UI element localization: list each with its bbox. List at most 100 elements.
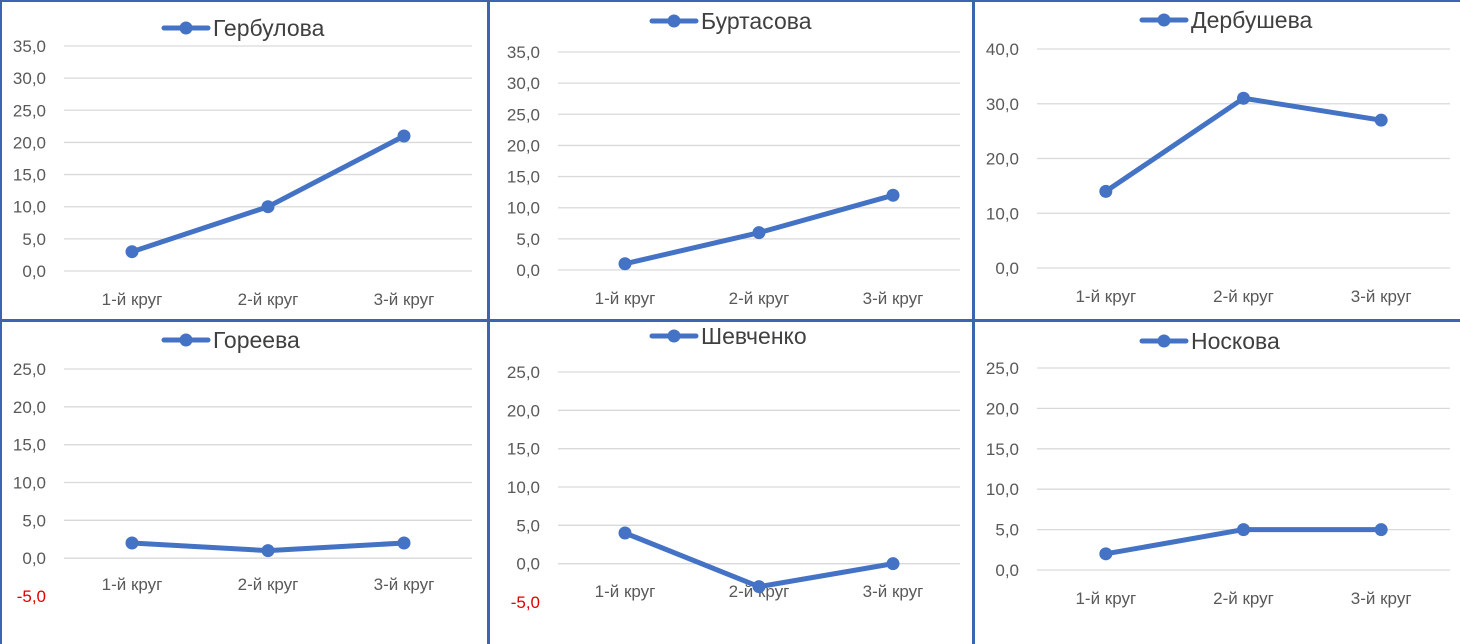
x-tick-label: 1-й круг <box>595 582 656 601</box>
data-point <box>397 536 411 550</box>
y-tick-label: 25,0 <box>507 363 540 382</box>
data-point <box>261 544 275 558</box>
y-tick-label: 30,0 <box>507 74 540 93</box>
frame-top <box>0 0 1460 2</box>
y-tick-label: 35,0 <box>507 43 540 62</box>
y-tick-label: 5,0 <box>995 521 1019 540</box>
line-chart: 0,0 5,0 10,0 15,0 20,0 25,0 1-й круг 2-й круг 3-… <box>986 328 1450 608</box>
x-tick-label: 3-й круг <box>374 290 435 309</box>
y-tick-label: 5,0 <box>516 516 540 535</box>
data-point <box>1237 523 1250 537</box>
data-point <box>1099 184 1113 198</box>
data-point <box>125 536 139 550</box>
y-tick-label: 20,0 <box>507 136 540 155</box>
legend-marker <box>1157 334 1171 348</box>
x-tick-label: 1-й круг <box>1075 589 1136 608</box>
y-tick-label: 5,0 <box>516 230 540 249</box>
data-point <box>1374 523 1388 537</box>
legend-marker <box>667 329 681 343</box>
chart-panel: -5,0 0,0 5,0 10,0 15,0 20,0 25,0 1-й круг 2-й кр… <box>2 322 487 644</box>
y-tick-label: 5,0 <box>22 230 46 249</box>
legend-label: Гербулова <box>213 15 325 41</box>
legend-marker <box>1157 13 1171 27</box>
chart-panel: -5,0 0,0 5,0 10,0 15,0 20,0 25,0 1-й круг 2-й кр… <box>490 322 972 644</box>
y-tick-label: 0,0 <box>516 555 540 574</box>
y-tick-label: 5,0 <box>22 511 46 530</box>
legend-marker <box>179 21 193 35</box>
x-tick-label: 3-й круг <box>1351 589 1412 608</box>
line-chart: 0,0 5,0 10,0 15,0 20,0 25,0 30,0 35,0 1-й круг 2-… <box>507 8 960 308</box>
x-tick-label: 3-й круг <box>374 575 435 594</box>
y-tick-label: 0,0 <box>995 259 1019 278</box>
y-tick-label: 10,0 <box>13 198 46 217</box>
x-tick-label: 3-й круг <box>1351 287 1412 306</box>
legend-label: Дербушева <box>1191 7 1313 33</box>
y-tick-label: 20,0 <box>507 401 540 420</box>
data-point <box>886 557 900 571</box>
series-line <box>622 530 896 590</box>
data-point <box>1374 113 1388 127</box>
x-tick-label: 2-й круг <box>238 575 299 594</box>
y-tick-label: 30,0 <box>13 69 46 88</box>
x-tick-label: 1-й круг <box>102 290 163 309</box>
line-chart: 0,0 5,0 10,0 15,0 20,0 25,0 30,0 35,0 1-й круг 2-… <box>13 15 472 309</box>
divider-vertical-2 <box>972 0 975 644</box>
x-tick-label: 2-й круг <box>1213 589 1274 608</box>
y-tick-label: 20,0 <box>986 399 1019 418</box>
y-tick-label: -5,0 <box>511 593 540 612</box>
divider-vertical-1 <box>487 0 490 644</box>
y-tick-label: 35,0 <box>13 37 46 56</box>
y-tick-label: 10,0 <box>986 204 1019 223</box>
y-tick-label: 20,0 <box>13 398 46 417</box>
y-tick-label: -5,0 <box>17 587 46 606</box>
data-point <box>618 526 632 540</box>
x-tick-label: 2-й круг <box>1213 287 1274 306</box>
y-tick-label: 25,0 <box>13 360 46 379</box>
frame-left <box>0 0 2 644</box>
x-tick-label: 2-й круг <box>729 289 790 308</box>
y-tick-label: 20,0 <box>13 133 46 152</box>
y-tick-label: 10,0 <box>507 199 540 218</box>
line-chart: -5,00,05,010,015,020,025,01-й круг 2-й кр… <box>507 323 960 612</box>
data-point <box>1099 547 1113 561</box>
y-tick-label: 10,0 <box>13 474 46 493</box>
series-line <box>129 133 407 255</box>
chart-panel: 0,0 5,0 10,0 15,0 20,0 25,0 30,0 35,0 1-й круг 2-… <box>490 2 972 319</box>
y-tick-label: 0,0 <box>22 549 46 568</box>
y-tick-label: 40,0 <box>986 40 1019 59</box>
y-tick-label: 25,0 <box>13 101 46 120</box>
chart-panel: 0,0 5,0 10,0 15,0 20,0 25,0 1-й круг 2-й круг 3-… <box>975 322 1460 644</box>
y-tick-label: 10,0 <box>986 480 1019 499</box>
x-tick-label: 1-й круг <box>1075 287 1136 306</box>
data-point <box>261 200 275 214</box>
x-tick-label: 3-й круг <box>863 582 924 601</box>
divider-horizontal <box>0 319 1460 322</box>
y-tick-label: 30,0 <box>986 95 1019 114</box>
y-tick-label: 25,0 <box>507 105 540 124</box>
legend-label: Носкова <box>1191 328 1280 354</box>
y-tick-label: 0,0 <box>516 261 540 280</box>
x-tick-label: 1-й круг <box>595 289 656 308</box>
x-tick-label: 3-й круг <box>863 289 924 308</box>
y-tick-label: 0,0 <box>22 262 46 281</box>
data-point <box>1237 91 1250 105</box>
x-tick-label: 1-й круг <box>102 575 163 594</box>
y-tick-label: 10,0 <box>507 478 540 497</box>
legend-label: Гореева <box>213 327 300 353</box>
data-point <box>397 129 411 143</box>
y-tick-label: 15,0 <box>507 440 540 459</box>
legend-marker <box>667 14 681 28</box>
data-point <box>125 245 139 259</box>
y-tick-label: 15,0 <box>13 436 46 455</box>
data-point <box>618 257 632 271</box>
chart-panel: 0,0 5,0 10,0 15,0 20,0 25,0 30,0 35,0 1-й круг 2-… <box>2 2 487 319</box>
y-tick-label: 25,0 <box>986 359 1019 378</box>
line-chart: 0,0 10,0 20,0 30,0 40,0 1-й круг 2-й круг 3-й к… <box>986 7 1450 306</box>
data-point <box>886 188 900 202</box>
y-tick-label: 15,0 <box>13 166 46 185</box>
y-tick-label: 0,0 <box>995 561 1019 580</box>
data-point <box>752 580 766 594</box>
x-tick-label: 2-й круг <box>238 290 299 309</box>
y-tick-label: 20,0 <box>986 150 1019 169</box>
chart-panel: 0,0 10,0 20,0 30,0 40,0 1-й круг 2-й круг 3-й к… <box>975 2 1460 319</box>
